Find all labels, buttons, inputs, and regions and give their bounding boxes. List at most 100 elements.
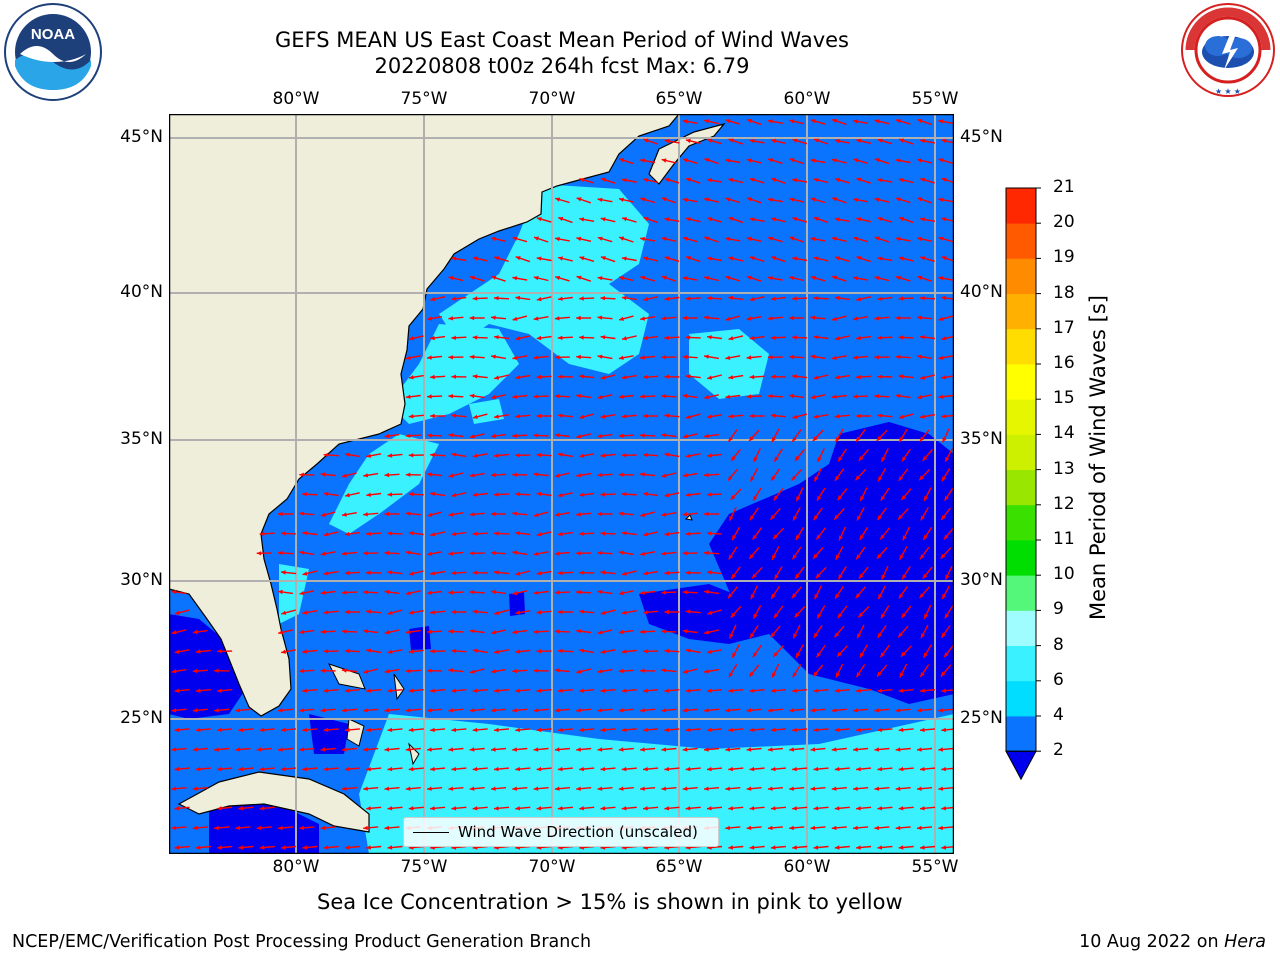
wind-wave-arrowhead xyxy=(813,335,819,340)
wind-wave-arrowhead xyxy=(941,766,946,772)
lon-label-top-75w: 75°W xyxy=(400,89,448,109)
wind-wave-arrowhead xyxy=(895,354,901,360)
wind-wave-arrowhead xyxy=(789,786,794,791)
wind-wave-arrowhead xyxy=(877,217,883,222)
wind-wave-arrowhead xyxy=(899,138,905,143)
bahamas-land xyxy=(328,663,420,766)
wind-wave-arrowhead xyxy=(661,355,666,360)
wind-wave-arrowhead xyxy=(469,629,475,634)
wind-wave-arrowhead xyxy=(579,648,585,653)
wind-wave-arrowhead xyxy=(707,138,713,143)
wind-wave-arrowhead xyxy=(728,672,734,678)
wind-wave-arrowhead xyxy=(515,414,520,419)
wind-wave-arrowhead xyxy=(345,531,350,537)
wind-wave-arrowhead xyxy=(920,414,925,419)
wind-wave-arrowhead xyxy=(384,472,390,478)
wind-wave-arrowhead xyxy=(746,355,752,360)
wind-wave-arrowhead xyxy=(640,355,645,360)
wind-wave-arrowhead xyxy=(728,178,734,183)
wind-wave-arrowhead xyxy=(579,492,584,497)
wind-wave-arrowhead xyxy=(214,825,219,831)
wind-wave-arrowhead xyxy=(217,649,222,654)
wind-wave-arrowhead xyxy=(469,669,475,674)
wind-wave-arrowhead xyxy=(941,476,947,482)
legend-line-swatch xyxy=(413,831,449,833)
wind-wave-arrowhead xyxy=(512,316,518,321)
wind-wave-arrowhead xyxy=(898,632,903,638)
wind-wave-arrowhead xyxy=(749,335,755,341)
wind-wave-arrowhead xyxy=(494,806,499,811)
wind-wave-arrowhead xyxy=(661,197,667,202)
wind-wave-arrowhead xyxy=(750,476,755,482)
wind-wave-arrowhead xyxy=(728,336,734,341)
wind-wave-arrowhead xyxy=(895,236,901,242)
wind-wave-arrowhead xyxy=(430,413,435,419)
wind-wave-arrowhead xyxy=(405,472,411,477)
wind-wave-arrowhead xyxy=(299,550,305,555)
wind-wave-arrowhead xyxy=(707,531,712,536)
wind-wave-arrowhead xyxy=(430,610,435,615)
wind-wave-arrowhead xyxy=(597,472,603,478)
wind-wave-arrowhead xyxy=(707,296,712,301)
colorbar-segment xyxy=(1006,540,1036,576)
wind-wave-arrowhead xyxy=(600,531,606,536)
wind-wave-arrowhead xyxy=(856,335,861,341)
wind-wave-arrowhead xyxy=(600,688,606,693)
wind-wave-arrowhead xyxy=(387,492,393,497)
wind-wave-arrowhead xyxy=(856,688,861,693)
lat-label-left-40n: 40°N xyxy=(120,282,163,302)
wind-wave-arrowhead xyxy=(387,453,393,458)
wind-wave-arrowhead xyxy=(554,394,560,399)
wind-wave-arrowhead xyxy=(725,394,731,399)
wind-wave-arrowhead xyxy=(704,747,709,752)
wind-wave-arrowhead xyxy=(299,590,305,596)
wind-wave-arrowhead xyxy=(704,197,710,202)
wind-wave-arrowhead xyxy=(512,433,517,438)
wind-wave-arrowhead xyxy=(832,236,837,242)
wind-wave-arrowhead xyxy=(448,551,454,556)
wind-wave-arrowhead xyxy=(664,492,670,498)
graticule xyxy=(169,114,954,854)
wind-wave-arrowhead xyxy=(832,158,837,163)
wind-wave-arrowhead xyxy=(408,688,414,693)
wind-wave-arrowhead xyxy=(217,766,222,772)
wind-wave-arrowhead xyxy=(902,535,907,541)
wind-wave-arrowhead xyxy=(749,217,755,222)
wind-wave-arrowhead xyxy=(707,688,712,693)
wind-wave-arrowhead xyxy=(899,216,905,222)
wind-wave-arrowhead xyxy=(664,138,670,144)
wind-wave-arrowhead xyxy=(448,355,453,360)
wind-wave-arrowhead xyxy=(494,296,499,301)
wind-wave-arrowhead xyxy=(619,316,624,321)
wind-wave-arrowhead xyxy=(707,414,712,419)
wind-wave-arrowhead xyxy=(576,708,581,713)
wind-wave-arrowhead xyxy=(941,295,947,301)
colorbar-tick-label: 6 xyxy=(1053,669,1064,690)
wind-wave-arrowhead xyxy=(664,570,670,576)
wind-wave-arrowhead xyxy=(789,747,794,752)
wind-wave-arrowhead xyxy=(834,688,840,693)
wind-wave-arrowhead xyxy=(835,177,840,183)
wind-wave-arrowhead xyxy=(876,436,882,441)
wind-wave-arrowhead xyxy=(920,688,925,693)
wind-wave-arrowhead xyxy=(917,118,923,124)
wind-wave-arrowhead xyxy=(704,433,709,439)
wind-wave-arrowhead xyxy=(320,708,326,713)
wind-wave-arrowhead xyxy=(895,708,901,713)
wind-wave-arrowhead xyxy=(941,217,947,222)
wind-wave-arrowhead xyxy=(491,315,496,320)
wind-wave-arrowhead xyxy=(618,433,624,438)
wind-wave-arrowhead xyxy=(472,453,478,458)
wind-wave-arrowhead xyxy=(472,374,478,379)
wind-wave-arrowhead xyxy=(494,766,499,772)
wind-wave-arrowhead xyxy=(853,316,858,321)
wind-wave-arrowhead xyxy=(704,472,709,478)
wind-wave-arrowhead xyxy=(704,550,709,556)
wind-wave-arrowhead xyxy=(685,648,691,653)
colorbar-label: Mean Period of Wind Waves [s] xyxy=(1086,295,1110,620)
wind-wave-arrowhead xyxy=(366,727,371,733)
wind-wave-arrowhead xyxy=(831,786,837,791)
wind-wave-arrowhead xyxy=(685,570,691,575)
lat-label-left-30n: 30°N xyxy=(120,570,163,590)
wind-wave-arrowhead xyxy=(579,414,585,419)
